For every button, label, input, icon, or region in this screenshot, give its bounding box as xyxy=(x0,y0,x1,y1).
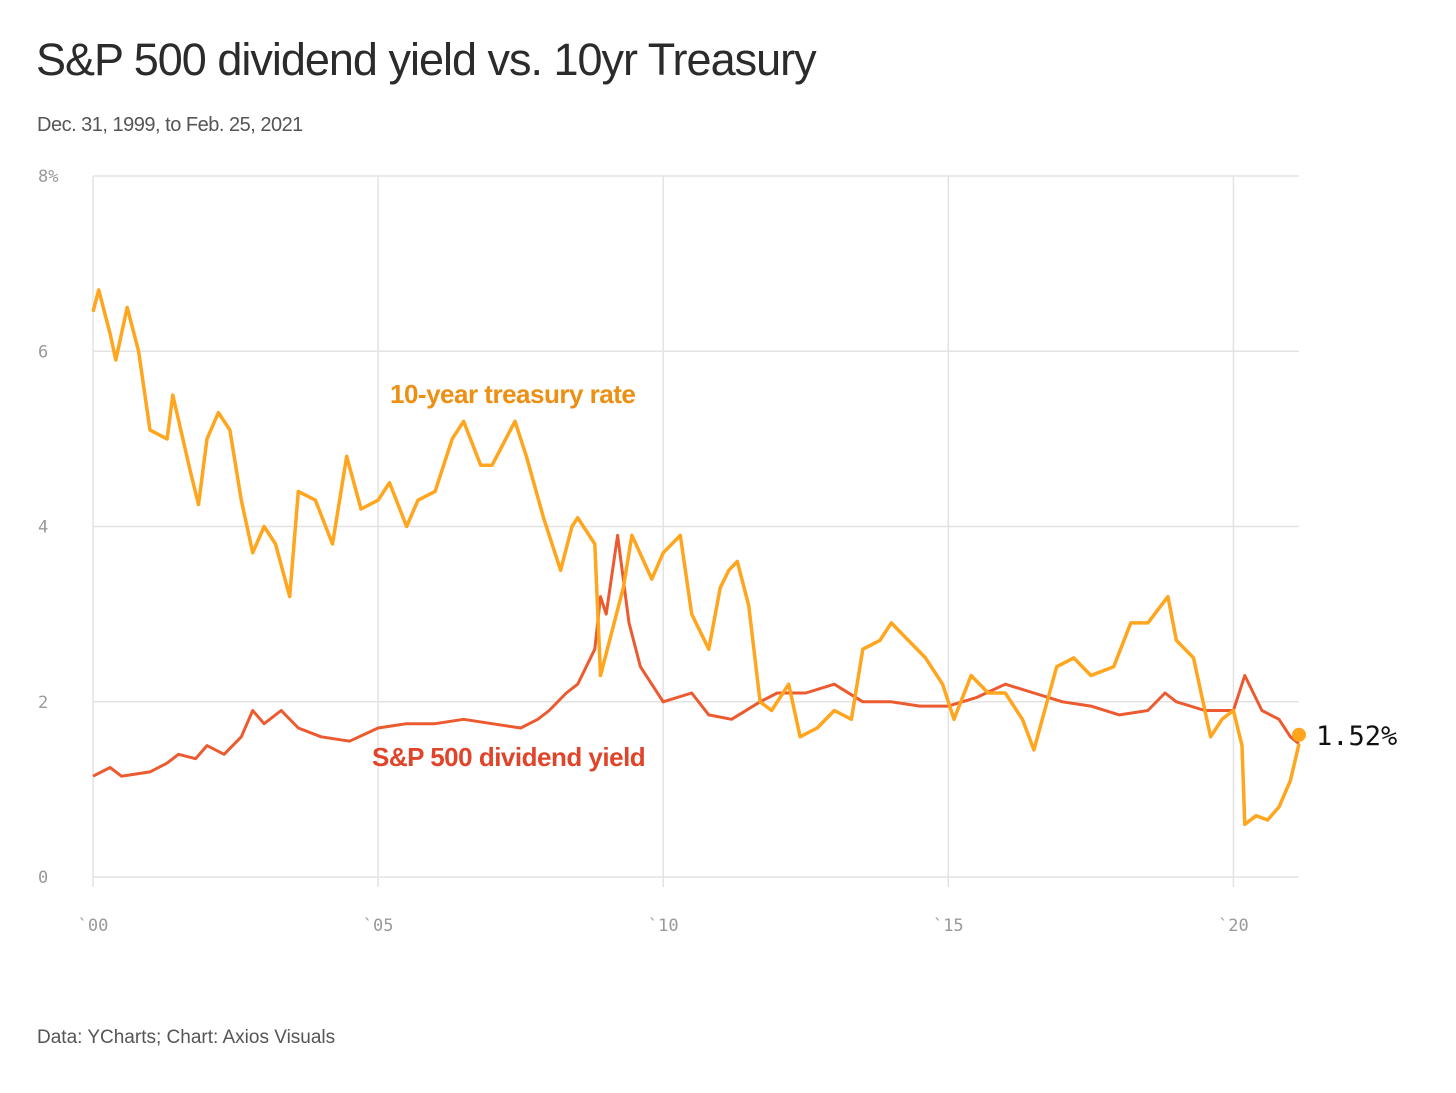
y-tick-label: 2 xyxy=(38,693,48,713)
dividend-series-label: S&P 500 dividend yield xyxy=(372,742,645,772)
x-tick-label: `15 xyxy=(933,916,964,936)
treasury-rate-line xyxy=(91,288,1301,827)
x-tick-label: `10 xyxy=(648,916,679,936)
y-tick-label: 0 xyxy=(38,868,48,888)
x-tick-label: `05 xyxy=(363,916,394,936)
x-tick-label: `00 xyxy=(78,916,109,936)
chart-subtitle: Dec. 31, 1999, to Feb. 25, 2021 xyxy=(37,114,303,136)
end-value-label: 1.52% xyxy=(1316,721,1397,752)
chart-source: Data: YCharts; Chart: Axios Visuals xyxy=(37,1027,336,1048)
y-tick-label: 8% xyxy=(38,167,58,187)
x-tick-label: `20 xyxy=(1218,916,1249,936)
y-tick-label: 6 xyxy=(38,342,48,362)
treasury-series-label: 10-year treasury rate xyxy=(390,379,635,409)
y-tick-label: 4 xyxy=(38,518,48,538)
end-point-marker xyxy=(1292,727,1306,742)
chart-title: S&P 500 dividend yield vs. 10yr Treasury xyxy=(36,34,817,85)
